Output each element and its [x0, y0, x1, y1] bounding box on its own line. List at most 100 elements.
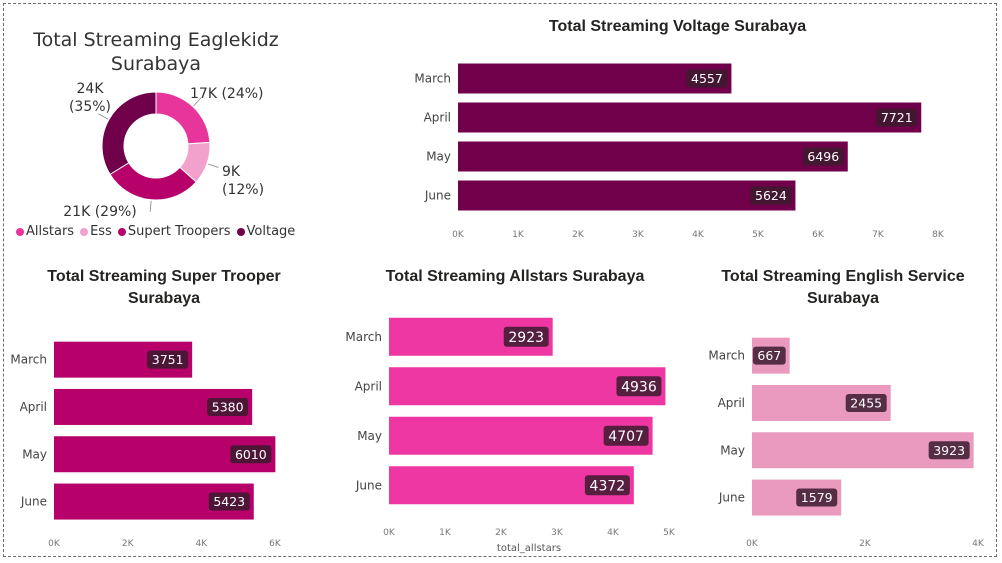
- english-service-category-label-june: June: [718, 491, 745, 505]
- legend-swatch-supert-troopers: [117, 227, 126, 236]
- legend-label-supert-troopers: Supert Troopers: [127, 224, 231, 239]
- legend-item-ess[interactable]: Ess: [80, 224, 112, 239]
- english-service-data-label-june: 1579: [801, 490, 833, 505]
- voltage-category-label-april: April: [424, 111, 451, 125]
- allstars-data-label-bg-may: [603, 425, 649, 446]
- allstars-data-label-bg-june: [584, 475, 630, 496]
- voltage-data-label-april: 7721: [881, 110, 913, 125]
- voltage-category-label-may: May: [426, 150, 451, 164]
- donut-leader-allstars: [193, 97, 202, 107]
- allstars-x-tick-5k: 5K: [663, 528, 676, 538]
- voltage-data-label-bg-may: [802, 147, 844, 166]
- voltage-x-tick-5k: 5K: [752, 230, 765, 240]
- super-trooper-data-label-march: 3751: [152, 352, 184, 367]
- super-trooper-chart-title: Total Streaming Super Trooper Surabaya: [47, 268, 281, 307]
- super-trooper-data-label-bg-june: [208, 492, 250, 511]
- super-trooper-data-label-april: 5380: [212, 399, 244, 414]
- voltage-bar-may[interactable]: [458, 141, 848, 172]
- english-service-category-label-april: April: [718, 396, 745, 410]
- donut-leader-voltage: [98, 113, 109, 120]
- legend-label-allstars: Allstars: [26, 224, 75, 239]
- donut-leader-ess: [207, 163, 219, 168]
- allstars-category-label-may: May: [357, 429, 382, 443]
- legend-label-voltage: Voltage: [246, 224, 296, 239]
- super-trooper-category-label-april: April: [20, 400, 47, 414]
- super-trooper-data-label-bg-may: [230, 445, 272, 464]
- legend-swatch-allstars: [16, 227, 24, 236]
- super-trooper-category-label-may: May: [22, 447, 47, 461]
- english-service-data-label-bg-march: [752, 346, 786, 365]
- allstars-category-label-march: March: [345, 330, 382, 344]
- voltage-data-label-bg-june: [750, 186, 792, 205]
- voltage-data-label-march: 4557: [691, 71, 723, 86]
- english-service-chart-title: Total Streaming English Service Surabaya: [721, 268, 965, 307]
- english-service-category-label-may: May: [720, 443, 745, 457]
- voltage-x-tick-6k: 6K: [812, 230, 825, 240]
- voltage-bar-march[interactable]: [458, 63, 732, 94]
- legend-item-supert-troopers[interactable]: Supert Troopers: [117, 224, 231, 239]
- allstars-x-tick-2k: 2K: [495, 528, 508, 538]
- english-service-data-label-bg-june: [796, 488, 838, 507]
- voltage-bar-june[interactable]: [458, 180, 796, 211]
- super-trooper-x-tick-0k: 0K: [48, 539, 61, 549]
- allstars-data-label-may: 4707: [608, 429, 644, 445]
- allstars-category-label-april: April: [355, 379, 382, 393]
- voltage-x-tick-2k: 2K: [572, 230, 585, 240]
- legend-item-voltage[interactable]: Voltage: [236, 224, 296, 239]
- donut-data-label-voltage: 24K (35%): [69, 81, 111, 115]
- donut-legend: Allstars Ess Supert Troopers Voltage: [16, 224, 295, 239]
- english-service-data-label-may: 3923: [933, 443, 965, 458]
- allstars-data-label-june: 4372: [590, 478, 626, 494]
- allstars-chart-title: Total Streaming Allstars Surabaya: [385, 268, 645, 285]
- super-trooper-category-label-june: June: [20, 495, 47, 509]
- donut-data-label-supert-troopers: 21K (29%): [63, 204, 137, 220]
- legend-item-allstars[interactable]: Allstars: [16, 224, 74, 239]
- legend-swatch-voltage: [236, 227, 245, 236]
- allstars-data-label-april: 4936: [621, 379, 657, 395]
- donut-leader-supert-troopers: [149, 200, 152, 212]
- super-trooper-x-tick-6k: 6K: [269, 539, 282, 549]
- donut-data-label-ess: 9K (12%): [222, 164, 264, 198]
- allstars-x-tick-1k: 1K: [439, 528, 452, 538]
- dashboard-frame: [3, 3, 997, 557]
- allstars-x-axis-title: total_allstars: [497, 543, 561, 554]
- legend-label-ess: Ess: [90, 224, 112, 239]
- super-trooper-data-label-june: 5423: [213, 494, 245, 509]
- donut-slice-voltage[interactable]: [101, 91, 157, 176]
- legend-swatch-ess: [80, 227, 89, 236]
- english-service-category-label-march: March: [708, 349, 745, 363]
- voltage-category-label-march: March: [414, 72, 451, 86]
- english-service-data-label-april: 2455: [850, 395, 882, 410]
- english-service-x-tick-4k: 4K: [972, 539, 985, 549]
- voltage-data-label-may: 6496: [807, 149, 839, 164]
- voltage-x-tick-8k: 8K: [932, 230, 945, 240]
- voltage-x-tick-0k: 0K: [452, 230, 465, 240]
- allstars-data-label-bg-march: [503, 326, 549, 347]
- voltage-data-label-bg-march: [686, 69, 728, 88]
- voltage-chart-title: Total Streaming Voltage Surabaya: [548, 18, 807, 35]
- voltage-x-tick-7k: 7K: [872, 230, 885, 240]
- super-trooper-data-label-may: 6010: [235, 447, 267, 462]
- allstars-data-label-march: 2923: [508, 330, 544, 346]
- donut-data-label-allstars: 17K (24%): [190, 86, 264, 102]
- super-trooper-data-label-bg-march: [147, 350, 189, 369]
- donut-chart-title: Total Streaming Eaglekidz Surabaya: [33, 29, 279, 75]
- english-service-data-label-bg-april: [845, 393, 887, 412]
- allstars-x-tick-4k: 4K: [607, 528, 620, 538]
- allstars-data-label-bg-april: [616, 376, 662, 397]
- voltage-x-tick-3k: 3K: [632, 230, 645, 240]
- english-service-x-tick-0k: 0K: [746, 539, 759, 549]
- super-trooper-x-tick-2k: 2K: [122, 539, 135, 549]
- voltage-category-label-june: June: [424, 189, 451, 203]
- voltage-data-label-bg-april: [876, 108, 918, 127]
- allstars-x-tick-0k: 0K: [383, 528, 396, 538]
- voltage-x-tick-1k: 1K: [512, 230, 525, 240]
- voltage-data-label-june: 5624: [755, 188, 787, 203]
- english-service-data-label-march: 667: [757, 348, 781, 363]
- allstars-x-tick-3k: 3K: [551, 528, 564, 538]
- allstars-category-label-june: June: [355, 478, 382, 492]
- voltage-bar-april[interactable]: [458, 102, 922, 133]
- super-trooper-category-label-march: March: [10, 353, 47, 367]
- english-service-x-tick-2k: 2K: [859, 539, 872, 549]
